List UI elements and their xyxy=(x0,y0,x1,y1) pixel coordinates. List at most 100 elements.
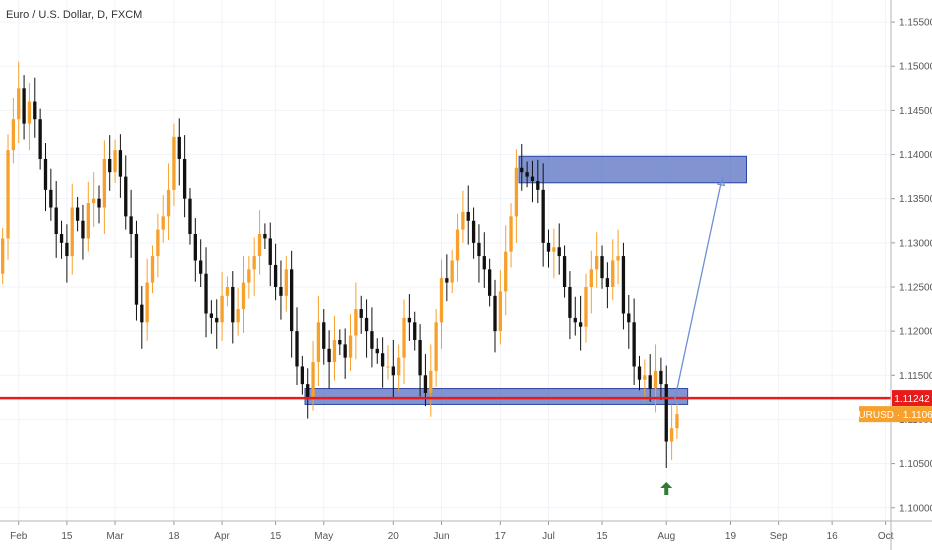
candle-body xyxy=(600,256,604,279)
candle-body xyxy=(450,260,454,283)
candle-body xyxy=(471,220,476,243)
x-tick-label: Feb xyxy=(10,531,28,542)
candle-body xyxy=(653,370,658,389)
candle-body xyxy=(70,207,74,257)
y-tick-label: 1.12000 xyxy=(899,327,932,338)
candle-body xyxy=(675,414,679,429)
y-tick-label: 1.11500 xyxy=(899,371,932,382)
projection-arrowhead xyxy=(717,176,725,187)
candle-body xyxy=(498,291,503,332)
candle-body xyxy=(557,247,561,257)
grid xyxy=(0,0,891,521)
candle-body xyxy=(423,375,428,393)
x-tick-label: Apr xyxy=(214,531,230,542)
candle-body xyxy=(648,375,652,389)
current-price-label: EURUSD · 1.11060 xyxy=(852,410,932,421)
candle-body xyxy=(611,260,615,287)
candle-body xyxy=(38,119,42,159)
y-tick-label: 1.10500 xyxy=(899,459,932,470)
candle-body xyxy=(108,158,112,173)
candle-body xyxy=(584,286,588,327)
candle-body xyxy=(429,370,433,393)
candle-body xyxy=(289,269,294,332)
zones[interactable] xyxy=(304,155,748,405)
y-tick-label: 1.13000 xyxy=(899,238,932,249)
y-tick-label: 1.13500 xyxy=(899,194,932,205)
candle-body xyxy=(643,375,647,380)
candle-body xyxy=(225,286,230,296)
candle-body xyxy=(605,278,610,287)
candle-body xyxy=(81,220,85,239)
candle-body xyxy=(59,234,64,243)
candle-body xyxy=(279,286,283,296)
candle-body xyxy=(514,167,519,217)
candle-body xyxy=(11,119,16,151)
candle-body xyxy=(156,229,160,257)
candle-body xyxy=(402,317,406,358)
candle-body xyxy=(397,357,401,376)
candle-body xyxy=(669,428,674,442)
candle-body xyxy=(268,238,272,265)
candle-body xyxy=(311,362,315,398)
candle-body xyxy=(595,256,599,270)
candle-body xyxy=(113,150,117,173)
candle-body xyxy=(541,189,545,243)
candle-body xyxy=(391,366,395,376)
y-tick-label: 1.10000 xyxy=(899,503,932,514)
y-tick-label: 1.15000 xyxy=(899,62,932,73)
candle-body xyxy=(332,339,337,363)
x-tick-label: 15 xyxy=(270,531,282,542)
candle-body xyxy=(284,269,288,296)
x-tick-label: 16 xyxy=(827,531,839,542)
horizontal-line-price-label-bg xyxy=(892,390,932,407)
candle-body xyxy=(562,256,567,287)
candle-body xyxy=(22,88,26,124)
chart-title: Euro / U.S. Dollar, D, FXCM xyxy=(6,9,143,21)
candle-body xyxy=(86,203,90,239)
candle-body xyxy=(118,150,123,177)
x-tick-label: Aug xyxy=(657,531,675,542)
y-tick-label: 1.14500 xyxy=(899,106,932,117)
candle-body xyxy=(578,322,583,327)
candle-body xyxy=(273,264,278,287)
supply-demand-zone[interactable] xyxy=(304,388,689,405)
candle-body xyxy=(327,348,331,363)
candle-body xyxy=(520,167,524,173)
candle-body xyxy=(27,101,32,124)
candle-body xyxy=(1,238,5,274)
candle-body xyxy=(509,216,513,252)
candle-body xyxy=(209,313,214,318)
up-arrow-icon xyxy=(660,482,673,495)
x-tick-label: Jun xyxy=(433,531,449,542)
x-tick-label: Sep xyxy=(770,531,788,542)
candle-body xyxy=(263,234,267,239)
candle-body xyxy=(546,242,551,252)
candle-body xyxy=(161,216,165,230)
projection-line[interactable] xyxy=(673,176,724,402)
supply-demand-zone[interactable] xyxy=(518,155,748,184)
candle-body xyxy=(177,136,181,159)
candles xyxy=(1,61,679,469)
candle-body xyxy=(461,211,465,230)
candle-body xyxy=(236,309,240,323)
candle-body xyxy=(530,176,535,182)
candle-body xyxy=(627,313,631,323)
candle-body xyxy=(343,344,347,358)
candle-body xyxy=(75,207,80,221)
candle-body xyxy=(199,260,203,274)
drawings[interactable] xyxy=(0,176,891,495)
candle-body xyxy=(380,353,385,367)
y-tick-label: 1.12500 xyxy=(899,282,932,293)
candle-body xyxy=(370,331,374,349)
candle-body xyxy=(252,256,256,270)
candle-body xyxy=(632,322,636,367)
candle-body xyxy=(6,150,10,239)
candle-body xyxy=(589,269,593,287)
candle-body xyxy=(487,269,492,296)
candle-body xyxy=(43,158,48,190)
x-tick-label: 18 xyxy=(168,531,180,542)
candle-body xyxy=(359,309,363,318)
candle-body xyxy=(102,158,107,208)
